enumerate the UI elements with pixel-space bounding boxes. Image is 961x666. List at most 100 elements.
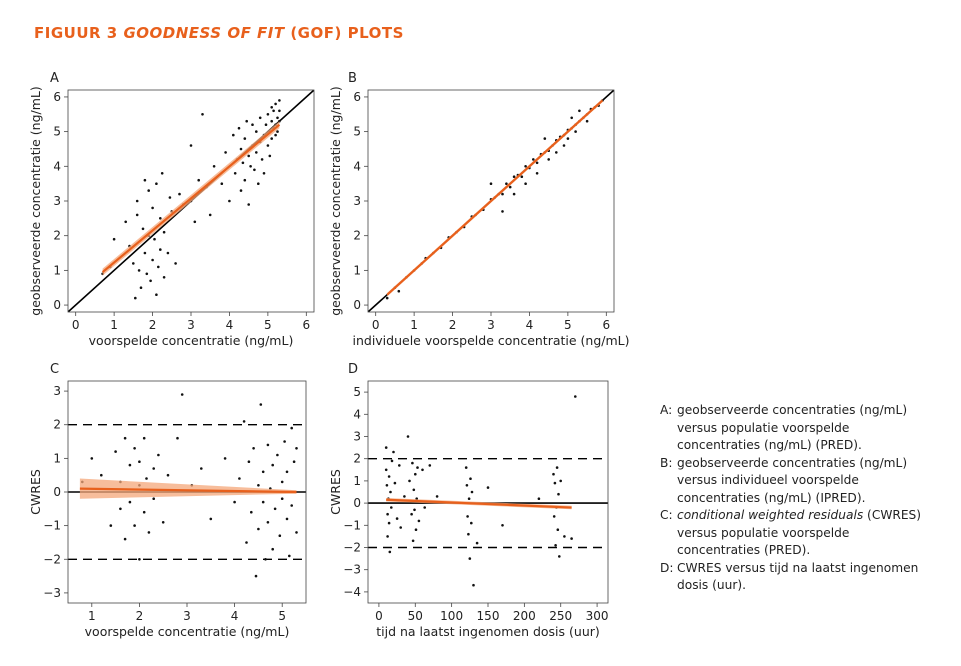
- data-point: [271, 463, 275, 467]
- data-point: [292, 460, 296, 464]
- y-tick-label: 3: [53, 384, 61, 398]
- x-tick-label: 2: [136, 609, 144, 623]
- y-tick-label: 1: [353, 474, 361, 488]
- data-point: [254, 151, 258, 154]
- data-point: [157, 265, 160, 269]
- data-point: [467, 532, 470, 536]
- data-point: [137, 269, 141, 272]
- data-point: [553, 481, 557, 485]
- data-point: [139, 286, 143, 290]
- data-point: [212, 165, 216, 168]
- data-point: [254, 130, 258, 133]
- data-point: [151, 206, 154, 210]
- data-point: [153, 237, 156, 241]
- y-tick-label: 5: [353, 125, 361, 139]
- data-point: [155, 293, 158, 297]
- data-point: [410, 512, 413, 516]
- data-point: [535, 172, 539, 175]
- data-point: [278, 99, 281, 102]
- data-point: [384, 446, 388, 449]
- data-point: [472, 583, 475, 587]
- y-tick-label: 1: [53, 451, 61, 465]
- data-point: [386, 512, 389, 516]
- x-tick-label: 4: [226, 318, 234, 332]
- y-tick-label: −2: [43, 552, 61, 566]
- data-point: [535, 161, 539, 165]
- data-point: [232, 133, 235, 137]
- x-tick-label: 0: [375, 609, 383, 623]
- data-point: [285, 517, 289, 521]
- data-point: [508, 185, 512, 189]
- data-point: [147, 531, 151, 534]
- legend-item-c: C: conditional weighted residuals (CWRES…: [660, 507, 960, 560]
- data-point: [268, 154, 272, 158]
- legend-item-b: B: geobserveerde concentraties (ng/mL) v…: [660, 455, 960, 508]
- data-point: [162, 276, 166, 279]
- data-point: [247, 203, 250, 206]
- data-point: [416, 466, 419, 469]
- data-point: [552, 515, 556, 518]
- data-point: [223, 457, 227, 460]
- y-tick-label: −1: [43, 519, 61, 533]
- data-point: [178, 192, 181, 196]
- panel-label: D: [348, 362, 358, 377]
- panel-d: D 0 50 100 150 200 250 300 −4 −3 −2 −1 0 1 2 3 4 5 tijd na…: [328, 362, 609, 639]
- data-point: [524, 165, 527, 168]
- data-point: [385, 296, 389, 300]
- data-point: [134, 296, 137, 300]
- data-point: [260, 158, 264, 161]
- trend-line: [386, 99, 604, 296]
- data-point: [387, 521, 391, 525]
- figure-title-prefix: FIGUUR 3: [34, 24, 118, 42]
- y-tick-label: 0: [353, 298, 361, 312]
- data-point: [421, 468, 424, 472]
- x-axis-label: voorspelde concentratie (ng/mL): [85, 624, 290, 639]
- data-point: [152, 467, 155, 470]
- y-tick-label: −1: [343, 518, 361, 532]
- data-point: [270, 137, 274, 140]
- data-point: [388, 550, 392, 554]
- data-point: [201, 113, 204, 116]
- data-point: [270, 119, 274, 123]
- data-point: [151, 258, 154, 262]
- trend-line: [386, 498, 572, 509]
- data-point: [128, 500, 132, 504]
- x-tick-label: 3: [187, 318, 195, 332]
- data-point: [166, 251, 170, 255]
- x-tick-label: 1: [110, 318, 118, 332]
- x-tick-label: 2: [149, 318, 157, 332]
- data-point: [469, 477, 472, 481]
- data-point: [470, 521, 473, 525]
- data-point: [133, 524, 136, 527]
- data-point: [470, 490, 474, 494]
- data-point: [132, 262, 135, 265]
- y-tick-label: 6: [353, 90, 361, 104]
- data-point: [389, 490, 392, 494]
- data-point: [243, 137, 247, 140]
- data-point: [123, 537, 127, 541]
- data-point: [276, 130, 279, 133]
- x-tick-label: 4: [231, 609, 239, 623]
- data-point: [228, 199, 231, 203]
- data-point: [411, 461, 414, 465]
- data-point: [413, 508, 416, 512]
- data-point: [397, 289, 401, 293]
- data-point: [264, 123, 268, 126]
- data-point: [241, 161, 245, 165]
- data-point: [563, 535, 566, 538]
- panel-label: A: [50, 71, 59, 86]
- data-point: [253, 168, 256, 172]
- data-point: [143, 178, 147, 182]
- data-point: [386, 535, 389, 538]
- data-point: [399, 526, 403, 529]
- data-point: [505, 182, 508, 185]
- data-point: [398, 464, 401, 467]
- y-tick-label: −3: [43, 586, 61, 600]
- data-point: [423, 506, 427, 509]
- y-tick-label: 6: [53, 90, 61, 104]
- data-point: [143, 251, 147, 255]
- data-point: [251, 123, 254, 126]
- x-tick-label: 50: [408, 609, 423, 623]
- data-point: [532, 158, 535, 161]
